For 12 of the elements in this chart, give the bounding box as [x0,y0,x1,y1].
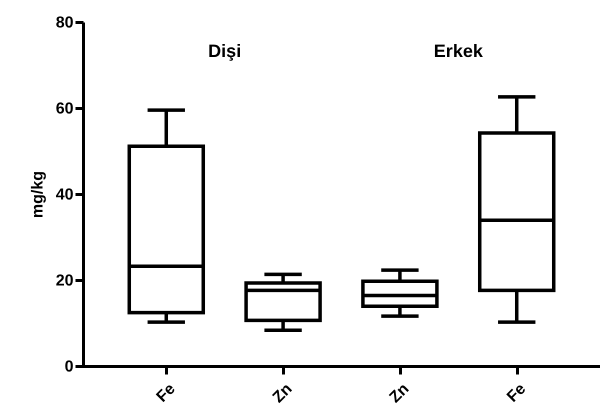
y-tick-label: 60 [56,100,74,118]
y-tick-label: 0 [64,358,74,376]
annotation: Dişi [208,41,242,61]
y-tick-label: 80 [56,14,74,32]
annotation: Erkek [434,41,484,61]
x-tick-label: Fe [504,380,530,406]
x-tick-label: Zn [270,380,296,406]
x-tick-label: Zn [386,380,412,406]
y-tick-label: 40 [56,186,74,204]
x-tick-label: Fe [154,380,179,406]
y-tick-label: 20 [56,272,74,290]
y-axis-title: mg/kg [30,170,47,218]
